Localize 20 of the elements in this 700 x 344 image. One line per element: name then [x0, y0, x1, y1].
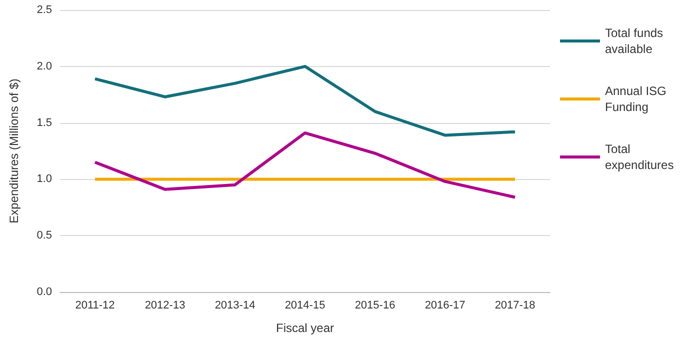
- x-tick-label: 2012-13: [144, 300, 186, 312]
- y-tick-label: 1.0: [36, 173, 52, 186]
- y-tick-label: 1.5: [36, 116, 52, 129]
- y-tick-label: 2.5: [36, 4, 52, 16]
- line-series: [94, 131, 516, 199]
- y-axis-title: Expenditures (Millions of $): [7, 78, 21, 224]
- legend-label: Annual ISG Funding: [605, 84, 670, 114]
- x-tick-label: 2013-14: [214, 300, 256, 312]
- y-tick-label: 2.0: [36, 60, 52, 72]
- x-tick-label: 2015-16: [354, 300, 396, 312]
- x-tick-label: 2017-18: [494, 300, 536, 312]
- x-tick-label: 2011-12: [75, 300, 115, 312]
- legend-label: Total funds available: [605, 26, 666, 56]
- y-tick-label: 0.5: [36, 230, 52, 242]
- x-tick-label: 2016-17: [424, 300, 466, 312]
- line-series: [94, 64, 516, 137]
- x-tick-label: 2014-15: [284, 300, 326, 312]
- legend-label: Total expenditures: [605, 142, 674, 172]
- x-axis-title: Fiscal year: [276, 321, 334, 335]
- y-tick-label: 0.0: [36, 286, 52, 298]
